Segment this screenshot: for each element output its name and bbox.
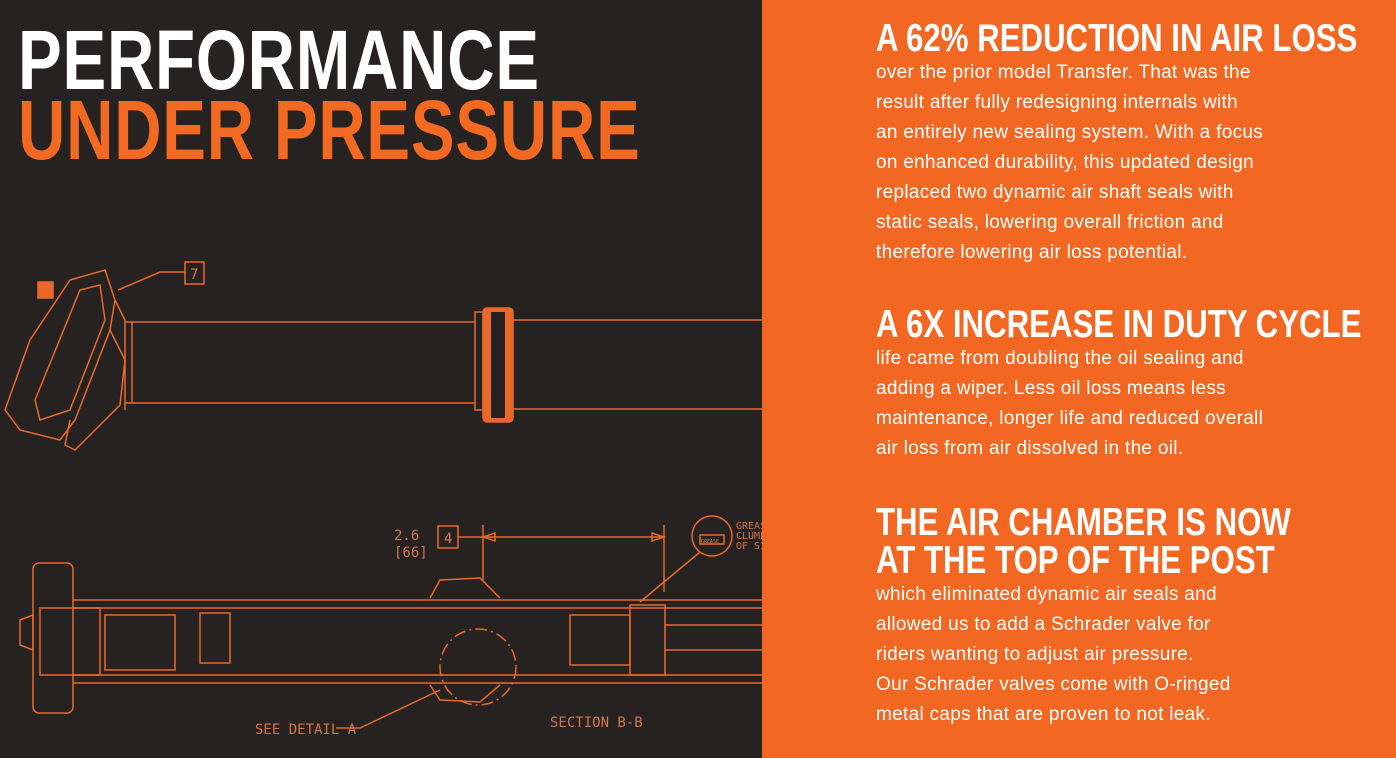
section-heading-line2: AT THE TOP OF THE POST [876,539,1275,582]
callout-4-label: 4 [444,531,452,547]
section-duty-cycle: A 6X INCREASE IN DUTY CYCLE life came fr… [876,303,1396,464]
headline-line1: PERFORMANCE [18,13,540,107]
detail-leader [336,689,441,729]
grease-icon-label: GREASE [701,539,719,545]
dimension-value: 2.6 [394,528,419,544]
see-detail-label: SEE DETAIL A [255,722,357,738]
section-view-drawing [19,562,762,714]
seatpost-head-drawing [4,269,126,451]
headline-line2: UNDER PRESSURE [18,83,641,177]
right-panel [762,0,1396,758]
dimension-metric: [66] [394,545,428,561]
section-air-loss: A 62% REDUCTION IN AIR LOSS over the pri… [876,17,1396,268]
section-body: life came from doubling the oil sealing … [876,348,1264,459]
section-heading: A 6X INCREASE IN DUTY CYCLE [876,303,1362,346]
dimension-line [437,525,667,592]
grease-note-line2: CLUMP [736,531,762,542]
section-body: which eliminated dynamic air seals and a… [876,584,1231,725]
section-body: over the prior model Transfer. That was … [876,62,1264,263]
section-air-chamber: THE AIR CHAMBER IS NOW AT THE TOP OF THE… [876,501,1396,730]
section-heading-line1: THE AIR CHAMBER IS NOW [876,501,1291,544]
section-heading: A 62% REDUCTION IN AIR LOSS [876,17,1358,60]
technical-drawing: 7 2.6 [66] 4 [4,261,762,738]
grease-note-line1: GREAS [736,521,762,532]
grease-icon [639,515,733,603]
section-label: SECTION B-B [550,715,643,731]
seatpost-upper-tube [125,307,762,423]
left-panel: PERFORMANCE UNDER PRESSURE 7 [0,0,762,758]
grease-note-line3: OF SI [736,541,762,552]
callout-7 [117,261,205,291]
callout-7-label: 7 [190,267,198,283]
